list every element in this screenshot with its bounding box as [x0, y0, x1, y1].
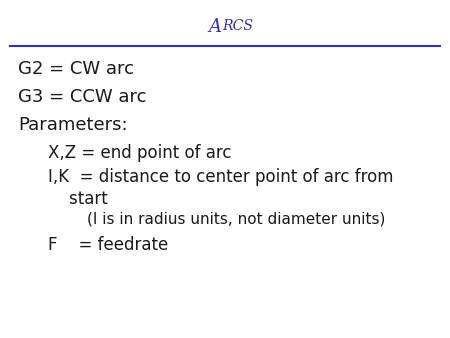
- Text: RCS: RCS: [222, 20, 253, 33]
- Text: G2 = CW arc: G2 = CW arc: [18, 60, 134, 78]
- Text: X,Z = end point of arc: X,Z = end point of arc: [48, 144, 231, 162]
- Text: start: start: [48, 190, 108, 208]
- Text: Parameters:: Parameters:: [18, 116, 128, 134]
- Text: G3 = CCW arc: G3 = CCW arc: [18, 88, 147, 106]
- Text: (I is in radius units, not diameter units): (I is in radius units, not diameter unit…: [48, 212, 385, 227]
- Text: A: A: [208, 18, 221, 36]
- Text: I,K  = distance to center point of arc from: I,K = distance to center point of arc fr…: [48, 168, 393, 186]
- Text: F    = feedrate: F = feedrate: [48, 236, 168, 254]
